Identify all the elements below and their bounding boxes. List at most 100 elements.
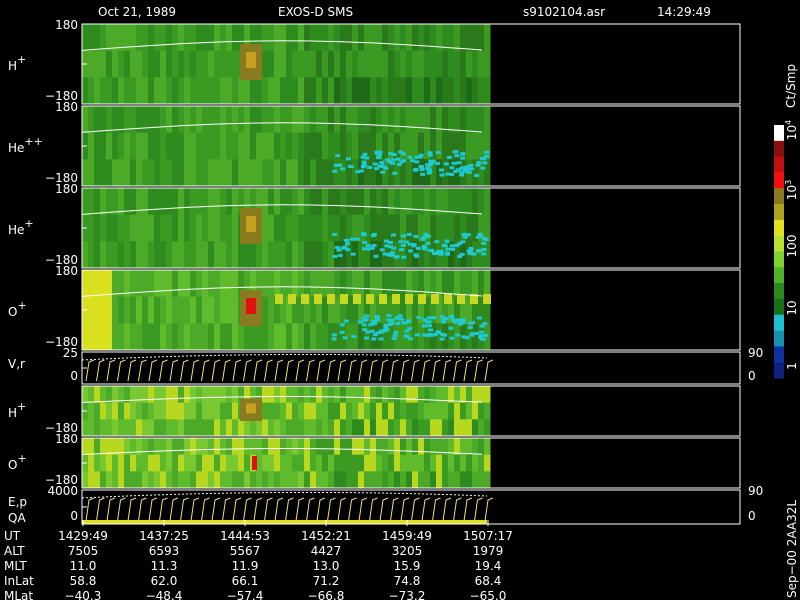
speckle — [452, 150, 458, 154]
spectrogram-cell — [142, 419, 149, 437]
spectrogram-cell — [298, 106, 305, 134]
spectrogram-cell — [478, 419, 485, 437]
spectrogram-cell — [82, 106, 89, 134]
spectrogram-cell — [310, 296, 317, 324]
spectrogram-cell — [436, 438, 443, 456]
spectrogram-cell — [172, 419, 179, 437]
spectrogram-cell — [346, 132, 353, 160]
spectrogram-cell — [232, 402, 239, 420]
spectrogram-cell — [196, 402, 203, 420]
spectrogram-cell — [412, 419, 419, 437]
spectrogram-cell — [448, 270, 455, 298]
spectrogram-cell — [328, 270, 335, 298]
spectrogram-cell — [352, 386, 359, 404]
spectrogram-cell — [430, 106, 437, 134]
spectrogram-cell — [394, 323, 401, 351]
spectrogram-cell — [154, 77, 161, 105]
spectrogram-cell — [478, 454, 485, 472]
spectrogram-cell — [316, 159, 323, 187]
spectrogram-cell — [220, 419, 227, 437]
spectrogram-cell — [328, 454, 335, 472]
spectrogram-cell — [316, 296, 323, 324]
spectrogram-cell — [460, 24, 467, 52]
spectrogram-cell — [430, 77, 437, 105]
spectrogram-cell — [304, 419, 311, 437]
spectrogram-cell — [364, 296, 371, 324]
spectrogram-cell — [412, 188, 419, 216]
spectrogram-cell — [100, 77, 107, 105]
row-value: 11.3 — [151, 559, 178, 573]
spectrogram-cell — [256, 24, 263, 52]
spectrogram-cell — [478, 50, 485, 78]
spectrogram-cell — [106, 159, 113, 187]
spectrogram-cell — [124, 419, 131, 437]
spectrogram-cell — [298, 296, 305, 324]
spectrogram-cell — [238, 323, 245, 351]
spectrogram-cell — [274, 241, 281, 269]
spectrogram-cell — [454, 296, 461, 324]
spectrogram-cell — [334, 438, 341, 456]
spectrogram-cell — [196, 386, 203, 404]
speckle — [449, 166, 455, 170]
spectrogram-cell — [184, 270, 191, 298]
spectrogram-cell — [328, 159, 335, 187]
spectrogram-cell — [364, 402, 371, 420]
spectrogram-cell — [184, 159, 191, 187]
trace-line — [81, 448, 483, 455]
speckle — [332, 169, 338, 173]
spectrogram-cell — [172, 471, 179, 489]
spectrogram-cell — [112, 323, 119, 351]
spectrogram-cell — [448, 214, 455, 242]
spectrogram-cell — [352, 296, 359, 324]
spectrogram-cell — [172, 270, 179, 298]
spectrogram-cell — [148, 454, 155, 472]
spectrogram-cell — [430, 159, 437, 187]
label-base: V,r — [8, 357, 25, 371]
spectrogram-cell — [424, 214, 431, 242]
spectrogram-cell — [118, 24, 125, 52]
spectrogram-cell — [238, 132, 245, 160]
band — [431, 294, 439, 304]
spectrogram-cell — [202, 159, 209, 187]
spectrogram-cell — [340, 296, 347, 324]
speckle — [451, 161, 457, 165]
spectrogram-cell — [466, 419, 473, 437]
spectrogram-cell — [448, 419, 455, 437]
speckle — [413, 235, 419, 239]
spectrogram-cell — [412, 296, 419, 324]
spectrogram-cell — [400, 386, 407, 404]
spectrogram-cell — [106, 214, 113, 242]
speckle — [422, 247, 428, 251]
spectrogram-cell — [112, 106, 119, 134]
spectrogram-cell — [160, 106, 167, 134]
spectrogram-cell — [130, 419, 137, 437]
speckle — [361, 233, 367, 237]
spectrogram-cell — [310, 188, 317, 216]
spectrogram-cell — [442, 24, 449, 52]
spectrogram-cell — [94, 132, 101, 160]
speckle — [360, 155, 366, 159]
band — [457, 294, 465, 304]
spectrogram-cell — [292, 454, 299, 472]
spectrogram-cell — [196, 241, 203, 269]
spectrogram-cell — [88, 50, 95, 78]
spectrogram-cell — [142, 471, 149, 489]
row-value: 6593 — [149, 544, 180, 558]
spectrogram-cell — [94, 323, 101, 351]
spectrogram-cell — [430, 419, 437, 437]
spectrogram-cell — [226, 471, 233, 489]
spectrogram-cell — [274, 419, 281, 437]
speckle — [401, 255, 407, 259]
spectrogram-cell — [406, 77, 413, 105]
spectrogram-cell — [154, 24, 161, 52]
spectrogram-cell — [142, 296, 149, 324]
spectrogram-cell — [82, 188, 89, 216]
speckle — [381, 165, 387, 169]
spectrogram-cell — [154, 323, 161, 351]
speckle — [476, 316, 482, 320]
spectrogram-cell — [160, 50, 167, 78]
time: 14:29:49 — [657, 5, 711, 19]
spectrogram-cell — [178, 50, 185, 78]
spectrogram-cell — [388, 454, 395, 472]
spectrogram-cell — [418, 438, 425, 456]
